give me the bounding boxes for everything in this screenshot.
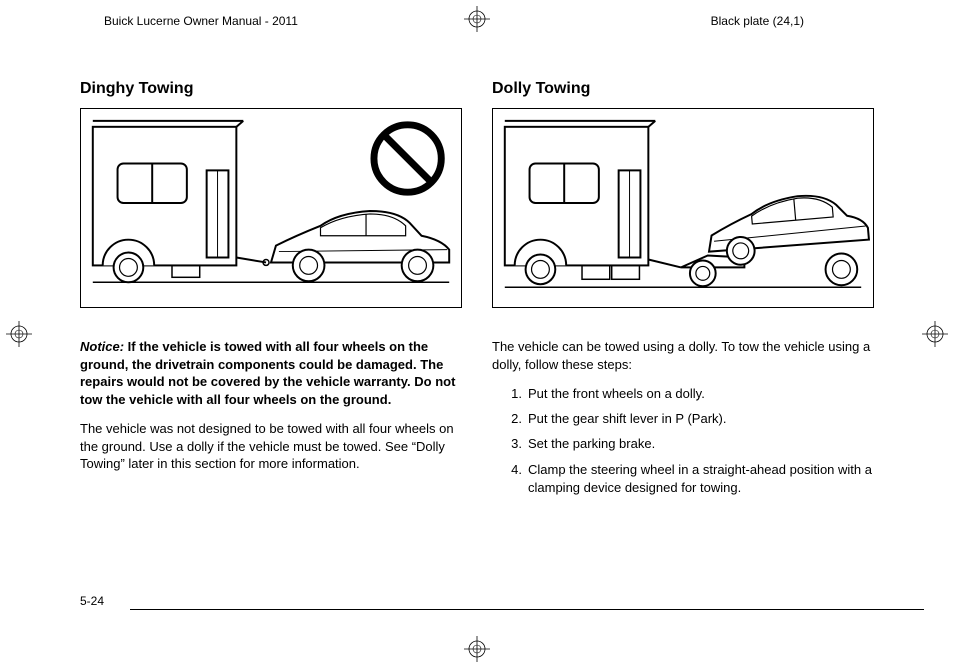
- page-header: Buick Lucerne Owner Manual - 2011 Black …: [0, 14, 954, 28]
- footer-rule: [130, 609, 924, 610]
- crop-mark-bottom: [464, 636, 490, 662]
- crop-mark-right: [922, 321, 948, 347]
- notice-text: If the vehicle is towed with all four wh…: [80, 339, 455, 407]
- dinghy-paragraph: The vehicle was not designed to be towed…: [80, 420, 462, 473]
- header-left-text: Buick Lucerne Owner Manual - 2011: [80, 14, 298, 28]
- dolly-heading: Dolly Towing: [492, 80, 874, 98]
- step-4: 4.Clamp the steering wheel in a straight…: [506, 461, 874, 497]
- dinghy-figure: [80, 108, 462, 308]
- notice-paragraph: Notice: If the vehicle is towed with all…: [80, 338, 462, 408]
- dinghy-heading: Dinghy Towing: [80, 80, 462, 98]
- left-column: Dinghy Towing: [80, 80, 462, 504]
- page-number: 5-24: [80, 594, 104, 608]
- step-3: 3.Set the parking brake.: [506, 435, 874, 453]
- main-content: Dinghy Towing: [80, 80, 874, 504]
- dolly-figure: [492, 108, 874, 308]
- dolly-intro: The vehicle can be towed using a dolly. …: [492, 338, 874, 373]
- right-column: Dolly Towing: [492, 80, 874, 504]
- header-right-text: Black plate (24,1): [711, 14, 874, 28]
- step-1: 1.Put the front wheels on a dolly.: [506, 385, 874, 403]
- notice-label: Notice:: [80, 339, 124, 354]
- crop-mark-left: [6, 321, 32, 347]
- step-2: 2.Put the gear shift lever in P (Park).: [506, 410, 874, 428]
- dolly-steps: 1.Put the front wheels on a dolly. 2.Put…: [492, 385, 874, 497]
